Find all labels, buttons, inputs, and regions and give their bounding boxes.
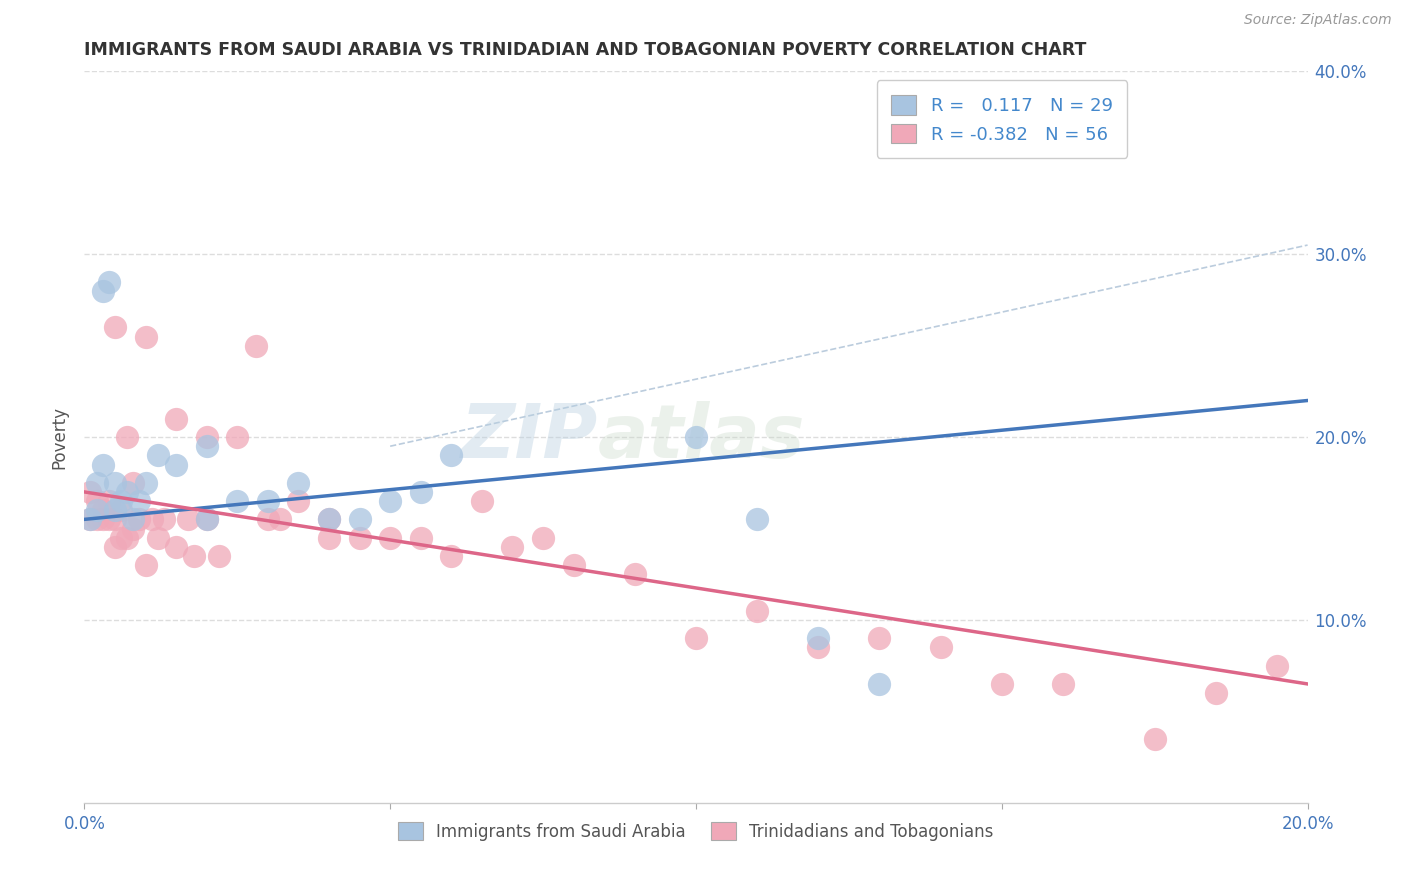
Point bbox=[146, 448, 169, 462]
Point bbox=[502, 540, 524, 554]
Point bbox=[110, 503, 132, 517]
Point bbox=[409, 531, 432, 545]
Point bbox=[115, 531, 138, 545]
Point bbox=[195, 439, 218, 453]
Point bbox=[86, 475, 108, 490]
Point bbox=[122, 475, 145, 490]
Point bbox=[195, 430, 218, 444]
Point bbox=[195, 512, 218, 526]
Point bbox=[165, 412, 187, 426]
Point bbox=[1052, 677, 1074, 691]
Point bbox=[91, 503, 114, 517]
Point bbox=[135, 475, 157, 490]
Point bbox=[1265, 658, 1288, 673]
Point bbox=[245, 338, 267, 352]
Point bbox=[869, 677, 891, 691]
Text: ZIP: ZIP bbox=[461, 401, 598, 474]
Point bbox=[208, 549, 231, 563]
Point bbox=[929, 640, 952, 655]
Point bbox=[128, 512, 150, 526]
Point bbox=[318, 512, 340, 526]
Point bbox=[991, 677, 1014, 691]
Point bbox=[257, 494, 280, 508]
Point bbox=[91, 512, 114, 526]
Point bbox=[122, 521, 145, 535]
Point bbox=[349, 512, 371, 526]
Point bbox=[183, 549, 205, 563]
Point bbox=[86, 494, 108, 508]
Point bbox=[141, 512, 163, 526]
Point bbox=[165, 540, 187, 554]
Point bbox=[91, 458, 114, 472]
Point bbox=[146, 531, 169, 545]
Point bbox=[97, 512, 120, 526]
Point bbox=[287, 475, 309, 490]
Point bbox=[269, 512, 291, 526]
Text: Source: ZipAtlas.com: Source: ZipAtlas.com bbox=[1244, 13, 1392, 28]
Point bbox=[531, 531, 554, 545]
Point bbox=[318, 531, 340, 545]
Point bbox=[287, 494, 309, 508]
Point bbox=[440, 549, 463, 563]
Point bbox=[380, 494, 402, 508]
Point bbox=[104, 503, 127, 517]
Point bbox=[318, 512, 340, 526]
Point bbox=[869, 632, 891, 646]
Point bbox=[91, 284, 114, 298]
Y-axis label: Poverty: Poverty bbox=[51, 406, 69, 468]
Point bbox=[471, 494, 494, 508]
Point bbox=[97, 494, 120, 508]
Point bbox=[79, 512, 101, 526]
Point bbox=[115, 485, 138, 500]
Point bbox=[122, 512, 145, 526]
Point bbox=[226, 494, 249, 508]
Legend: Immigrants from Saudi Arabia, Trinidadians and Tobagonians: Immigrants from Saudi Arabia, Trinidadia… bbox=[389, 814, 1002, 849]
Point bbox=[79, 512, 101, 526]
Point bbox=[128, 494, 150, 508]
Point bbox=[86, 512, 108, 526]
Point bbox=[153, 512, 176, 526]
Point bbox=[110, 531, 132, 545]
Point bbox=[440, 448, 463, 462]
Point bbox=[226, 430, 249, 444]
Point bbox=[409, 485, 432, 500]
Point bbox=[104, 320, 127, 334]
Text: atlas: atlas bbox=[598, 401, 806, 474]
Point bbox=[807, 632, 830, 646]
Point bbox=[807, 640, 830, 655]
Point bbox=[97, 275, 120, 289]
Point bbox=[79, 485, 101, 500]
Point bbox=[380, 531, 402, 545]
Point bbox=[135, 558, 157, 573]
Point bbox=[1143, 731, 1166, 746]
Point bbox=[349, 531, 371, 545]
Point bbox=[624, 567, 647, 582]
Point bbox=[165, 458, 187, 472]
Point bbox=[104, 540, 127, 554]
Point bbox=[685, 632, 707, 646]
Point bbox=[86, 503, 108, 517]
Text: IMMIGRANTS FROM SAUDI ARABIA VS TRINIDADIAN AND TOBAGONIAN POVERTY CORRELATION C: IMMIGRANTS FROM SAUDI ARABIA VS TRINIDAD… bbox=[84, 41, 1087, 59]
Point bbox=[110, 494, 132, 508]
Point bbox=[115, 430, 138, 444]
Point bbox=[195, 512, 218, 526]
Point bbox=[135, 329, 157, 343]
Point bbox=[562, 558, 585, 573]
Point bbox=[747, 512, 769, 526]
Point bbox=[747, 604, 769, 618]
Point bbox=[104, 512, 127, 526]
Point bbox=[104, 475, 127, 490]
Point bbox=[685, 430, 707, 444]
Point bbox=[177, 512, 200, 526]
Point bbox=[257, 512, 280, 526]
Point bbox=[1205, 686, 1227, 700]
